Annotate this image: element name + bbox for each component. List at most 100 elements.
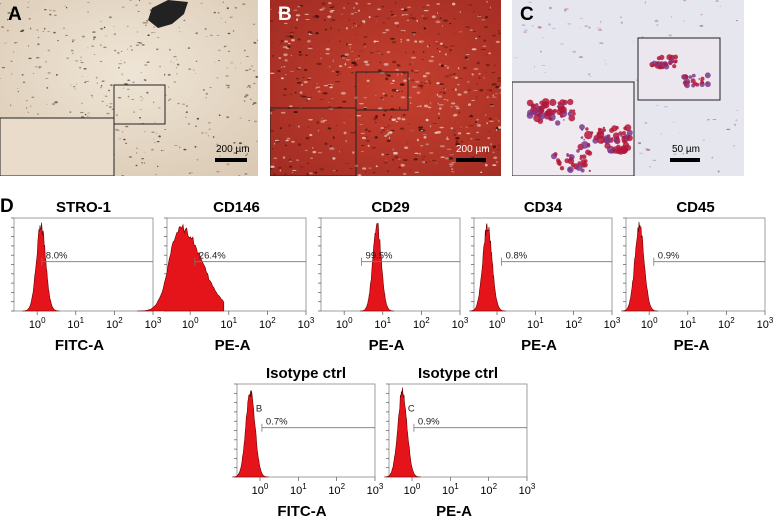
cell-speck bbox=[120, 60, 122, 61]
cell-speck bbox=[401, 8, 405, 10]
cell-speck bbox=[483, 39, 487, 42]
cell-speck bbox=[369, 52, 374, 54]
cell-speck bbox=[459, 11, 461, 13]
lipid-droplet bbox=[585, 127, 589, 131]
cell-speck bbox=[219, 155, 222, 157]
cell-speck bbox=[289, 35, 294, 38]
cell-speck bbox=[498, 30, 500, 32]
cell-speck bbox=[65, 34, 68, 36]
cell-speck bbox=[54, 14, 57, 16]
cell-speck bbox=[422, 134, 428, 136]
cell-speck bbox=[384, 135, 387, 137]
cell-speck bbox=[196, 158, 198, 161]
cell-speck bbox=[327, 39, 329, 42]
panel-letter: A bbox=[8, 4, 22, 25]
lipid-droplet bbox=[568, 114, 576, 122]
x-tick-label: 100 bbox=[489, 316, 506, 331]
cell-speck bbox=[425, 143, 430, 146]
cell-speck bbox=[153, 26, 155, 29]
cell-speck bbox=[475, 37, 478, 40]
cell-speck bbox=[396, 25, 399, 28]
cell-speck bbox=[179, 146, 181, 149]
cell-speck bbox=[271, 30, 273, 32]
cell-speck bbox=[377, 69, 382, 72]
cell-speck bbox=[156, 37, 160, 38]
cell-speck bbox=[453, 133, 456, 137]
cell-speck bbox=[173, 62, 175, 64]
cell-speck bbox=[394, 2, 397, 4]
histogram-title: Isotype ctrl bbox=[418, 365, 498, 382]
x-tick-label: 102 bbox=[106, 316, 123, 331]
cell-speck bbox=[270, 9, 272, 10]
lipid-droplet bbox=[553, 152, 558, 157]
x-tick-label: 103 bbox=[367, 482, 384, 497]
cell-speck bbox=[284, 173, 287, 175]
cell-speck bbox=[455, 137, 460, 140]
cell-speck bbox=[282, 156, 286, 159]
cell-speck bbox=[297, 38, 301, 41]
cell-speck bbox=[410, 13, 412, 16]
cell-speck bbox=[28, 57, 32, 60]
cell-speck bbox=[212, 136, 215, 138]
cell-speck bbox=[17, 90, 19, 93]
cell-speck bbox=[115, 128, 118, 131]
cell-speck bbox=[235, 142, 237, 144]
cell-speck bbox=[410, 18, 412, 20]
cell-speck bbox=[428, 44, 431, 47]
mineral-nodule bbox=[148, 0, 188, 28]
cell-speck bbox=[429, 76, 431, 78]
cell-speck bbox=[298, 67, 301, 69]
cell-speck bbox=[480, 171, 483, 174]
cell-speck bbox=[320, 120, 326, 123]
cell-speck bbox=[312, 150, 317, 154]
cell-speck bbox=[443, 99, 447, 101]
cell-speck bbox=[363, 60, 369, 64]
lipid-droplet bbox=[581, 154, 587, 160]
cell-speck bbox=[66, 6, 68, 9]
cell-speck bbox=[487, 137, 491, 139]
x-tick-label: 103 bbox=[145, 316, 162, 331]
cell-speck bbox=[316, 83, 319, 84]
cell-speck bbox=[353, 63, 358, 66]
cell-speck bbox=[27, 111, 29, 113]
cell-speck bbox=[453, 33, 456, 34]
cell-speck bbox=[137, 31, 139, 33]
cell-speck bbox=[332, 157, 336, 160]
scale-bar-label: 50 µm bbox=[672, 144, 700, 155]
cell-speck bbox=[437, 33, 441, 35]
histogram-distribution bbox=[137, 223, 225, 312]
cell-speck bbox=[238, 174, 241, 176]
cell-speck bbox=[46, 103, 48, 105]
cell-speck bbox=[444, 75, 450, 78]
cell-speck bbox=[47, 72, 51, 74]
cell-speck bbox=[472, 71, 474, 74]
x-tick-label: 100 bbox=[641, 316, 658, 331]
cell-speck bbox=[284, 40, 288, 43]
cell-speck bbox=[93, 38, 95, 41]
cell-speck bbox=[423, 26, 425, 28]
cell-speck bbox=[45, 61, 48, 63]
cell-speck bbox=[403, 72, 408, 74]
cell-speck bbox=[435, 20, 441, 24]
cell-speck bbox=[452, 18, 456, 20]
cell-speck bbox=[341, 13, 344, 15]
cell-speck bbox=[411, 69, 414, 73]
cell-speck bbox=[467, 91, 469, 92]
cell-speck bbox=[246, 153, 248, 155]
cell-speck bbox=[410, 56, 417, 59]
cell-speck bbox=[173, 56, 177, 58]
cell-speck bbox=[288, 42, 291, 45]
cell-speck bbox=[167, 74, 171, 76]
cell-speck bbox=[205, 96, 207, 99]
cell-speck bbox=[145, 24, 147, 26]
cell-speck bbox=[373, 171, 376, 174]
cell-speck bbox=[45, 78, 49, 79]
cell-speck bbox=[335, 124, 339, 126]
cell-speck bbox=[126, 88, 130, 90]
cell-speck bbox=[475, 139, 481, 141]
lipid-droplet bbox=[586, 142, 591, 147]
cell-speck bbox=[100, 84, 103, 87]
cell-speck bbox=[204, 28, 207, 30]
cell-speck bbox=[47, 49, 51, 52]
cell-speck bbox=[307, 162, 310, 165]
